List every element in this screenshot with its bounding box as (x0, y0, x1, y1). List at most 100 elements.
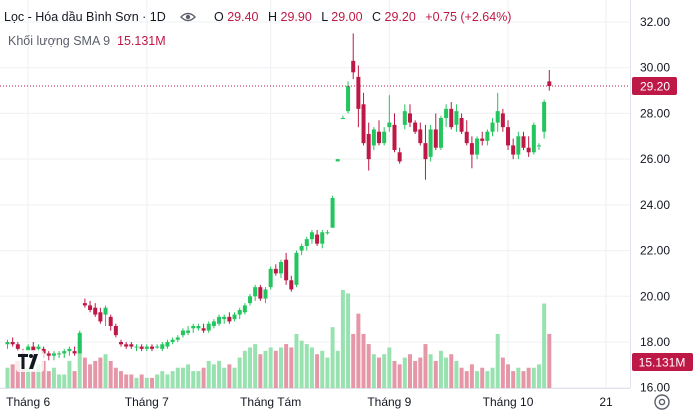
candle (335, 159, 340, 162)
candle (423, 124, 428, 180)
settings-icon[interactable] (654, 394, 670, 410)
candle-body (516, 136, 521, 155)
candle (531, 122, 536, 155)
volume-bar (206, 360, 211, 388)
volume-bar (196, 371, 201, 388)
legend-header: Lọc - Hóa dầu Bình Sơn · 1D O 29.40 H 29… (4, 10, 511, 48)
candle (289, 275, 294, 292)
volume-bar (284, 344, 289, 388)
candle-body (407, 113, 412, 123)
candle (366, 122, 371, 171)
candle (315, 230, 320, 246)
candle-body (196, 326, 201, 329)
volume-bar (134, 377, 139, 388)
candle-body (346, 86, 351, 112)
candle (186, 326, 191, 336)
candle (77, 330, 82, 354)
candle (309, 230, 314, 244)
volume-bar (227, 364, 232, 388)
candle-body (284, 259, 289, 281)
candle-body (340, 118, 345, 119)
candle (459, 113, 464, 134)
candle-body (248, 296, 253, 304)
volume-bar (449, 354, 454, 388)
candlesticks (5, 33, 552, 363)
price-tick-label: 18.00 (640, 335, 670, 349)
candle-body (149, 346, 154, 349)
volume-bar (62, 374, 67, 388)
candle (72, 346, 77, 356)
candle (438, 115, 443, 150)
volume-bar (57, 374, 62, 388)
high-value: 29.90 (281, 10, 312, 24)
volume-bar (10, 364, 15, 388)
candle (201, 323, 206, 333)
low-label: L (321, 10, 328, 24)
candle (433, 113, 438, 150)
candle (495, 92, 500, 132)
candle-body (263, 289, 268, 299)
candle-body (186, 330, 191, 333)
candle (454, 104, 459, 132)
candle-body (506, 127, 511, 146)
candle (139, 344, 144, 352)
volume-bar (186, 364, 191, 388)
volume-bar (124, 374, 129, 388)
candle-body (475, 138, 480, 155)
volume-bar (15, 360, 20, 388)
volume-bar (113, 367, 118, 388)
volume-indicator-label: Khối lượng SMA 9 (8, 34, 110, 48)
last-price-badge-bg (632, 77, 677, 95)
candle-body (485, 131, 490, 141)
candle-body (387, 122, 392, 128)
volume-bar (521, 371, 526, 388)
candle-body (242, 305, 247, 313)
candle (397, 147, 402, 164)
price-axis[interactable]: 32.00 30.00 28.00 26.00 24.00 22.00 20.00 18.00… (640, 15, 670, 395)
candle (356, 65, 361, 128)
candle (134, 344, 139, 352)
candle-body (428, 129, 433, 157)
candle-body (227, 316, 232, 322)
candle-body (253, 287, 258, 297)
close-value: 29.20 (385, 10, 416, 24)
candle-body (31, 346, 36, 352)
volume-bar (67, 360, 72, 388)
candle (191, 323, 196, 333)
candle-body (309, 232, 314, 240)
candle-body (155, 346, 160, 348)
volume-bar (423, 344, 428, 388)
candle-body (526, 147, 531, 153)
candle-body (211, 321, 216, 326)
volume-bar (237, 357, 242, 388)
volume-bar (433, 360, 438, 388)
candle (294, 250, 299, 288)
candle-body (366, 134, 371, 160)
volume-bar (5, 367, 10, 388)
volume-bar (402, 357, 407, 388)
candle (387, 95, 392, 132)
candle (144, 344, 149, 352)
time-axis[interactable]: Tháng 6 Tháng 7 Tháng Tám Tháng 9 Tháng 10 21 (6, 395, 613, 409)
volume-bar (444, 357, 449, 388)
candle (340, 115, 345, 119)
volume-bar (526, 367, 531, 388)
eye-icon[interactable] (180, 12, 196, 22)
candle-body (392, 124, 397, 150)
candle-body (67, 348, 72, 352)
volume-bar (377, 357, 382, 388)
volume-bar (309, 347, 314, 388)
candle-body (418, 129, 423, 144)
volume-bar (454, 360, 459, 388)
candle (258, 284, 263, 301)
candle (160, 342, 165, 352)
candle-body (139, 346, 144, 349)
candle-body (124, 344, 129, 347)
candle-body (459, 118, 464, 132)
volume-bar (232, 367, 237, 388)
candle (108, 314, 113, 331)
candle-body (217, 316, 222, 324)
candle-body (325, 232, 330, 234)
volume-indicator-value: 15.131M (117, 34, 166, 48)
